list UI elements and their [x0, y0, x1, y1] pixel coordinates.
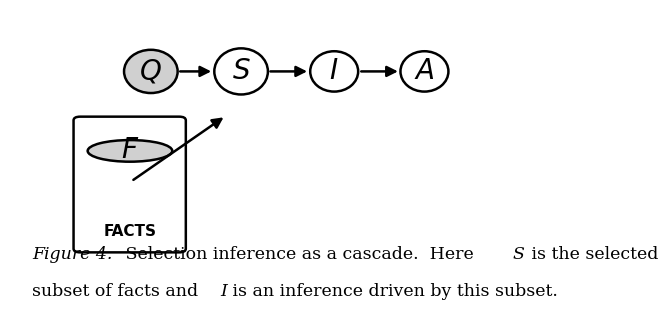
Ellipse shape [400, 51, 448, 92]
Text: $A$: $A$ [414, 58, 435, 85]
Ellipse shape [88, 140, 172, 162]
Text: S: S [513, 246, 525, 263]
Text: $S$: $S$ [232, 58, 250, 85]
Text: is the selected: is the selected [526, 246, 658, 263]
Ellipse shape [214, 48, 268, 95]
Text: subset of facts and: subset of facts and [33, 283, 204, 300]
Ellipse shape [124, 50, 178, 93]
Text: Selection inference as a cascade.  Here: Selection inference as a cascade. Here [121, 246, 480, 263]
Text: $Q$: $Q$ [139, 57, 163, 85]
Text: Figure 4.: Figure 4. [33, 246, 113, 263]
Text: FACTS: FACTS [103, 225, 157, 239]
Text: $F$: $F$ [121, 138, 139, 165]
Text: is an inference driven by this subset.: is an inference driven by this subset. [228, 283, 558, 300]
Ellipse shape [310, 51, 358, 92]
Text: $I$: $I$ [330, 58, 339, 85]
FancyBboxPatch shape [73, 117, 186, 252]
Text: I: I [220, 283, 227, 300]
